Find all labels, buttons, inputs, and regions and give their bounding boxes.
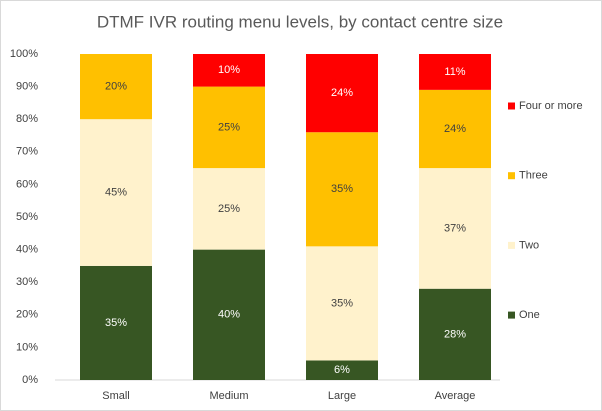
y-tick-label: 30% — [16, 276, 38, 288]
bar-segment — [306, 246, 378, 361]
bar-segment — [306, 360, 378, 380]
y-tick-label: 10% — [16, 341, 38, 353]
bar-segment — [80, 119, 152, 266]
y-tick-label: 40% — [16, 244, 38, 256]
legend-label: Three — [519, 170, 548, 182]
legend-label: Four or more — [519, 100, 583, 112]
x-tick-label: Small — [102, 390, 130, 402]
bar-segment — [419, 168, 491, 289]
data-label: 10% — [218, 64, 240, 76]
y-tick-label: 70% — [16, 146, 38, 158]
data-label: 24% — [331, 87, 353, 99]
x-tick-label: Large — [328, 390, 356, 402]
bar-segment — [193, 249, 265, 380]
data-label: 6% — [334, 364, 350, 376]
data-label: 37% — [444, 222, 466, 234]
bar-segment — [193, 54, 265, 87]
x-tick-label: Average — [435, 390, 476, 402]
bar-segment — [193, 168, 265, 250]
y-tick-label: 80% — [16, 113, 38, 125]
data-label: 25% — [218, 121, 240, 133]
bar-segment — [419, 89, 491, 169]
data-label: 40% — [218, 309, 240, 321]
legend-label: Two — [519, 239, 539, 251]
data-label: 35% — [331, 297, 353, 309]
y-tick-label: 20% — [16, 309, 38, 321]
x-tick-label: Medium — [209, 390, 248, 402]
data-label: 45% — [105, 186, 127, 198]
y-tick-label: 100% — [10, 48, 38, 60]
y-tick-label: 60% — [16, 178, 38, 190]
data-label: 11% — [444, 66, 465, 78]
data-label: 35% — [331, 183, 353, 195]
bar-segment — [419, 54, 491, 90]
legend-swatch — [508, 241, 515, 249]
bar-segment — [80, 54, 152, 120]
y-tick-label: 50% — [16, 211, 38, 223]
data-label: 20% — [105, 81, 127, 93]
y-tick-label: 0% — [22, 374, 38, 386]
bar-segment — [419, 288, 491, 380]
data-label: 24% — [444, 123, 466, 135]
bar-segment — [306, 132, 378, 247]
legend-swatch — [508, 311, 515, 319]
bar-segment — [193, 86, 265, 169]
legend-label: One — [519, 309, 540, 321]
y-tick-label: 90% — [16, 81, 38, 93]
data-label: 35% — [105, 317, 127, 329]
bar-segment — [80, 265, 152, 380]
legend-swatch — [508, 172, 515, 180]
data-label: 25% — [218, 203, 240, 215]
data-label: 28% — [444, 328, 466, 340]
chart-title: DTMF IVR routing menu levels, by contact… — [97, 12, 503, 31]
bar-segment — [306, 54, 378, 133]
legend-swatch — [508, 102, 515, 110]
